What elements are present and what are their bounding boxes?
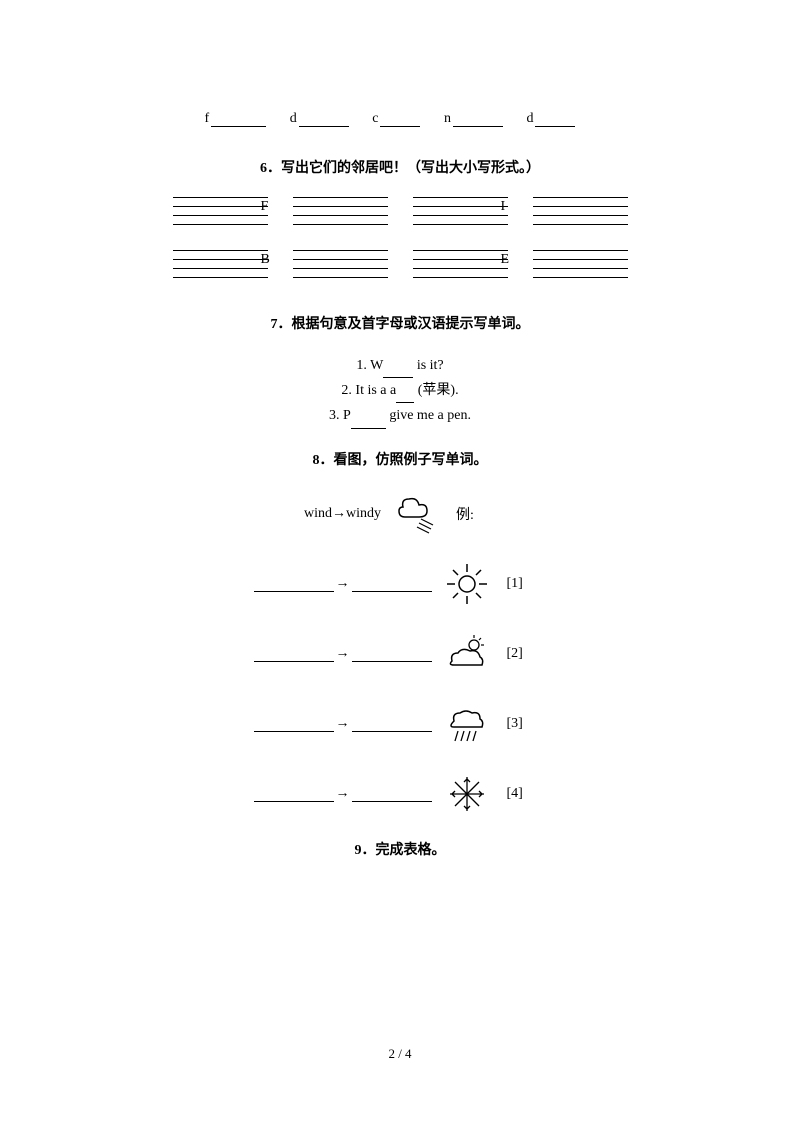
wind-icon bbox=[391, 489, 441, 539]
q6-row2: B E bbox=[0, 250, 800, 278]
q8-item-3: → [3] bbox=[0, 699, 800, 749]
page-footer: 2 / 4 bbox=[0, 1046, 800, 1062]
q6-row1: F I bbox=[0, 197, 800, 225]
rain-icon bbox=[442, 699, 492, 749]
letter-c: c bbox=[372, 111, 440, 126]
q7-title: 7．根据句意及首字母或汉语提示写单词。 bbox=[0, 313, 800, 333]
q5-letter-row: f d c n d bbox=[0, 110, 800, 127]
snow-icon bbox=[442, 769, 492, 819]
letter-d1: d bbox=[290, 111, 369, 126]
q9-title: 9．完成表格。 bbox=[0, 839, 800, 859]
q6-title: 6．写出它们的邻居吧！（写出大小写形式。） bbox=[0, 157, 800, 177]
q8-item-1: → [1] bbox=[0, 559, 800, 609]
q8-example: wind→windy 例: bbox=[0, 489, 800, 539]
cloud-sun-icon bbox=[442, 629, 492, 679]
letter-n: n bbox=[444, 111, 523, 126]
q8-title: 8．看图，仿照例子写单词。 bbox=[0, 449, 800, 469]
q7-lines: 1. W is it? 2. It is a a (苹果). 3. P give… bbox=[0, 353, 800, 429]
letter-f: f bbox=[205, 111, 287, 126]
q7-line-2: 2. It is a a (苹果). bbox=[0, 378, 800, 403]
q7-line-3: 3. P give me a pen. bbox=[0, 403, 800, 428]
sun-icon bbox=[442, 559, 492, 609]
q7-line-1: 1. W is it? bbox=[0, 353, 800, 378]
letter-d2: d bbox=[526, 111, 595, 126]
q8-item-2: → [2] bbox=[0, 629, 800, 679]
q8-item-4: → [4] bbox=[0, 769, 800, 819]
